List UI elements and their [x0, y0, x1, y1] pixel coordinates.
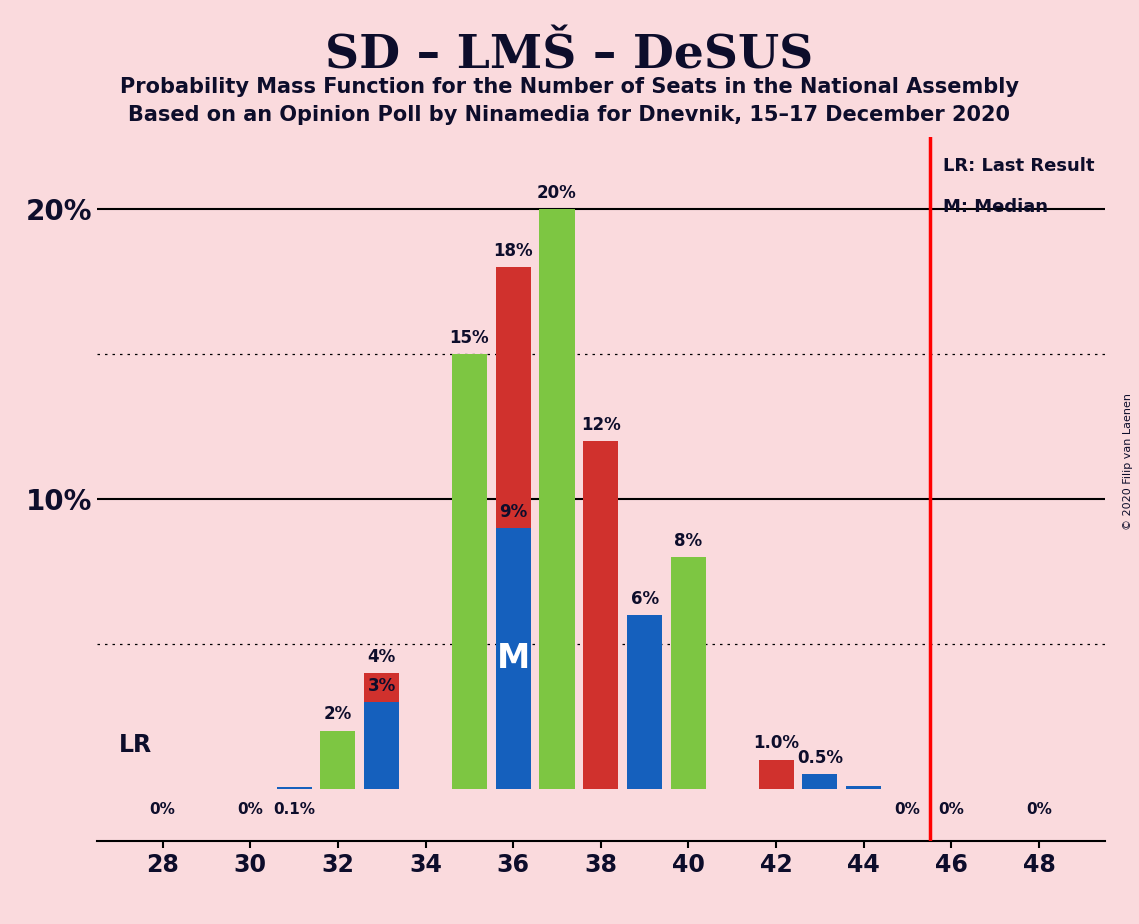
Text: 12%: 12%: [581, 416, 621, 433]
Bar: [540, 209, 574, 789]
Text: 4%: 4%: [368, 648, 396, 665]
Text: 0.5%: 0.5%: [797, 749, 843, 767]
Text: 1.0%: 1.0%: [753, 735, 800, 752]
Text: LR: LR: [118, 734, 151, 758]
Text: 15%: 15%: [450, 329, 489, 346]
Bar: [759, 760, 794, 789]
Bar: [364, 701, 400, 789]
Text: 3%: 3%: [368, 676, 396, 695]
Text: 2%: 2%: [323, 706, 352, 723]
Text: 0%: 0%: [1026, 802, 1052, 817]
Text: M: M: [497, 642, 530, 675]
Bar: [846, 787, 882, 789]
Text: Probability Mass Function for the Number of Seats in the National Assembly: Probability Mass Function for the Number…: [120, 77, 1019, 97]
Text: SD – LMŠ – DeSUS: SD – LMŠ – DeSUS: [326, 32, 813, 79]
Bar: [452, 354, 486, 789]
Bar: [583, 441, 618, 789]
Bar: [277, 787, 312, 789]
Bar: [671, 557, 706, 789]
Text: 0.1%: 0.1%: [273, 802, 316, 817]
Bar: [320, 731, 355, 789]
Bar: [802, 774, 837, 789]
Text: 18%: 18%: [493, 242, 533, 260]
Text: LR: Last Result: LR: Last Result: [943, 157, 1095, 175]
Text: 0%: 0%: [237, 802, 263, 817]
Bar: [364, 673, 400, 789]
Text: © 2020 Filip van Laenen: © 2020 Filip van Laenen: [1123, 394, 1132, 530]
Text: 20%: 20%: [538, 184, 576, 202]
Text: 0%: 0%: [149, 802, 175, 817]
Text: 6%: 6%: [631, 590, 658, 608]
Text: M: Median: M: Median: [943, 198, 1048, 215]
Text: 0%: 0%: [894, 802, 920, 817]
Bar: [846, 785, 882, 789]
Bar: [628, 614, 662, 789]
Bar: [495, 267, 531, 789]
Text: 9%: 9%: [499, 503, 527, 520]
Text: 8%: 8%: [674, 531, 703, 550]
Bar: [495, 528, 531, 789]
Text: 0%: 0%: [939, 802, 965, 817]
Text: Based on an Opinion Poll by Ninamedia for Dnevnik, 15–17 December 2020: Based on an Opinion Poll by Ninamedia fo…: [129, 105, 1010, 126]
